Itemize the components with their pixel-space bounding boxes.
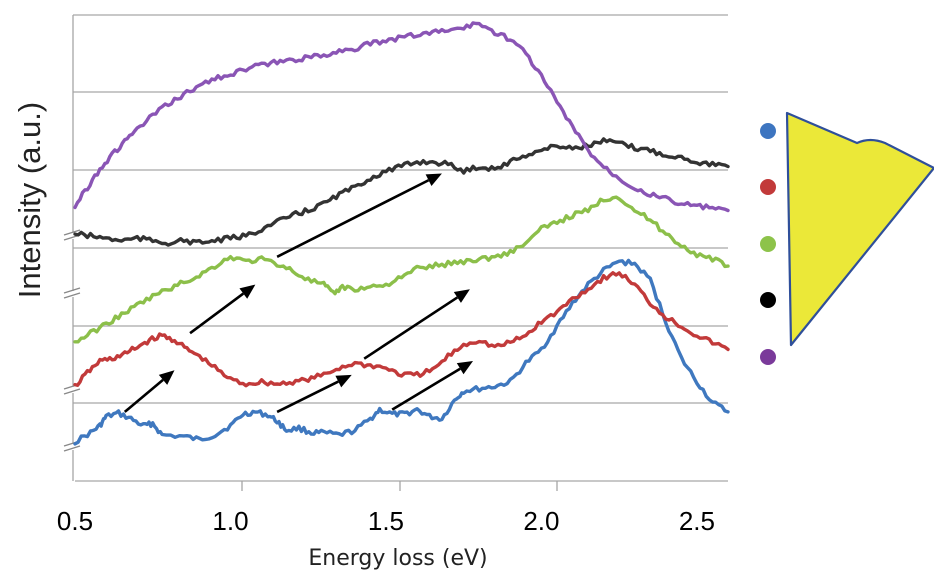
legend-marker-1 [760, 179, 776, 195]
legend [760, 111, 934, 365]
x-tick-label: 2.0 [523, 506, 559, 536]
spectra-series [73, 21, 730, 446]
legend-marker-4 [760, 349, 776, 365]
shift-arrow-4 [363, 289, 470, 360]
shift-arrow-5 [391, 360, 474, 411]
shift-arrow-0 [123, 370, 175, 413]
series-line-3 [73, 137, 730, 247]
axis-break-2 [63, 383, 83, 395]
series-line-2 [73, 195, 730, 344]
x-axis-label: Energy loss (eV) [308, 546, 487, 571]
shift-arrow-2 [276, 173, 442, 258]
axis-break-3 [63, 440, 83, 452]
x-tick-label: 1.5 [368, 506, 404, 536]
shift-arrow-3 [276, 374, 352, 414]
x-tick-labels: 0.5 1.0 1.5 2.0 2.5 [57, 506, 715, 536]
axis-break-marks [63, 229, 83, 452]
gridlines [72, 14, 728, 491]
series-line-4 [73, 21, 730, 213]
legend-marker-2 [760, 236, 776, 252]
x-tick-label: 1.0 [212, 506, 248, 536]
y-axis-label: Intensity (a.u.) [12, 102, 47, 298]
x-tick-label: 0.5 [57, 506, 93, 536]
x-tick-label: 2.5 [679, 506, 715, 536]
legend-marker-3 [760, 292, 776, 308]
particle-shape [785, 111, 934, 347]
shift-arrow-1 [189, 284, 256, 335]
series-line-1 [73, 271, 730, 388]
peak-shift-arrows [123, 173, 474, 414]
axis-break-1 [63, 287, 83, 299]
series-line-0 [73, 258, 730, 446]
legend-marker-0 [760, 123, 776, 139]
